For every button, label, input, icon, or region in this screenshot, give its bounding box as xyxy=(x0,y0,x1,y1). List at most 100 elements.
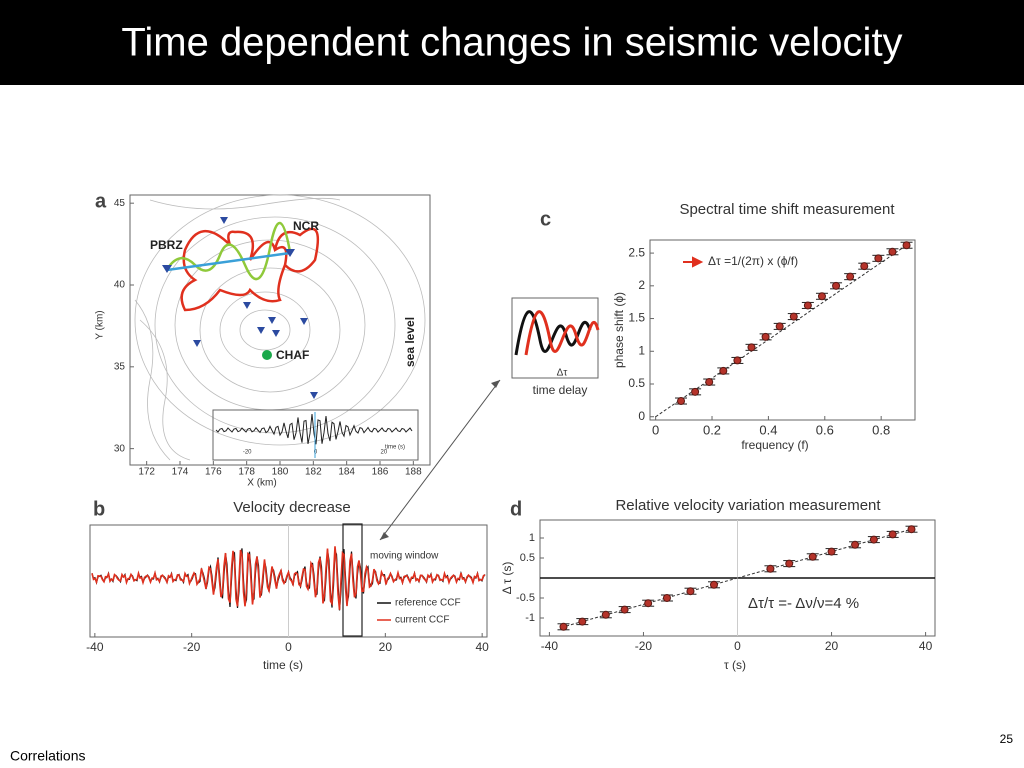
data-point xyxy=(601,610,610,619)
x-tick-label: 20 xyxy=(825,639,839,653)
data-point xyxy=(860,262,869,271)
panel-label: d xyxy=(510,498,522,520)
arrowhead xyxy=(380,532,389,540)
x-tick-label: 182 xyxy=(305,467,322,478)
footer-left: Correlations xyxy=(10,748,85,764)
legend-entry: Δτ =1/(2π) x (ϕ/f) xyxy=(708,254,798,268)
data-point xyxy=(785,559,794,568)
legend-entry: reference CCF xyxy=(395,598,461,609)
data-point xyxy=(775,322,784,331)
x-tick-label: 186 xyxy=(372,467,389,478)
x-axis-label: X (km) xyxy=(247,478,276,489)
y-tick-label: -0.5 xyxy=(516,592,535,604)
x-axis-label: frequency (f) xyxy=(741,438,808,452)
arrow xyxy=(379,379,501,541)
panel-label: c xyxy=(540,208,551,230)
data-point xyxy=(874,254,883,263)
data-point xyxy=(644,599,653,608)
panel-title: Spectral time shift measurement xyxy=(679,201,895,218)
fit-line xyxy=(737,528,912,579)
x-tick-label: 174 xyxy=(172,467,189,478)
x-tick-label: -40 xyxy=(541,639,559,653)
fit-line xyxy=(655,244,907,418)
data-point xyxy=(907,525,916,534)
plot-frame xyxy=(649,239,916,421)
y-tick-label: 0.5 xyxy=(520,552,535,564)
x-tick-label: 0.8 xyxy=(872,422,890,437)
y-tick-label: 35 xyxy=(114,361,126,372)
y-tick-label: 1 xyxy=(529,532,535,544)
panel-title: Relative velocity variation measurement xyxy=(615,497,881,514)
inset-caption: time delay xyxy=(533,383,588,397)
x-tick-label: -20 xyxy=(635,639,653,653)
region-outline xyxy=(180,227,320,312)
x-tick-label: 184 xyxy=(338,467,355,478)
data-point xyxy=(803,301,812,310)
station-label: NCR xyxy=(293,219,319,233)
contours xyxy=(134,194,426,461)
y-tick-label: 2.5 xyxy=(628,245,645,259)
current-wave xyxy=(524,310,600,356)
y-tick-label: 0.5 xyxy=(628,376,645,390)
x-tick-label: 0 xyxy=(734,639,741,653)
y-tick-label: 30 xyxy=(114,443,126,454)
inset-tick-label: 0 xyxy=(314,450,318,456)
arrowhead xyxy=(491,380,500,388)
panel-title: Velocity decrease xyxy=(233,499,351,516)
annotation: Δτ/τ =- Δν/ν=4 % xyxy=(748,595,859,612)
station-link xyxy=(166,251,291,272)
reference-wave xyxy=(514,310,592,356)
panel-label: b xyxy=(93,498,105,520)
x-tick-label: 0.2 xyxy=(703,422,721,437)
data-point xyxy=(719,366,728,375)
data-point xyxy=(559,622,568,631)
x-tick-label: 0.6 xyxy=(816,422,834,437)
data-point xyxy=(832,281,841,290)
inset-tick-label: -20 xyxy=(243,450,252,456)
y-tick-label: 40 xyxy=(114,280,126,291)
data-point xyxy=(709,580,718,589)
y-axis-label: Y (km) xyxy=(95,310,106,339)
x-axis-label: time (s) xyxy=(263,658,303,672)
x-tick-label: 0.4 xyxy=(759,422,777,437)
y-axis-label: phase shift (ϕ) xyxy=(612,292,626,368)
inset-frame xyxy=(511,297,599,379)
station-chaf xyxy=(262,350,272,360)
data-point xyxy=(888,247,897,256)
x-tick-label: 0 xyxy=(652,422,659,437)
inset-waveform xyxy=(215,414,413,445)
data-point xyxy=(851,540,860,549)
x-tick-label: -40 xyxy=(86,640,104,654)
page-number: 25 xyxy=(1000,732,1014,746)
panel-label: a xyxy=(95,190,107,212)
x-tick-label: 180 xyxy=(272,467,289,478)
y-tick-label: 1.5 xyxy=(628,311,645,325)
y-axis-label: Δ τ (s) xyxy=(500,562,514,595)
y-tick-label: 2 xyxy=(638,278,645,292)
legend-entry: current CCF xyxy=(395,615,449,626)
x-tick-label: 172 xyxy=(138,467,155,478)
data-point xyxy=(733,356,742,365)
station-label: CHAF xyxy=(276,348,309,362)
inset-frame xyxy=(212,409,419,461)
data-point xyxy=(620,605,629,614)
x-tick-label: 40 xyxy=(475,640,489,654)
data-point xyxy=(705,378,714,387)
data-point xyxy=(691,387,700,396)
y-tick-label: 0 xyxy=(638,409,645,423)
header-bar xyxy=(0,0,1024,85)
data-point xyxy=(766,564,775,573)
data-point xyxy=(817,292,826,301)
station-path xyxy=(166,221,292,281)
inset-tick-label: 20 xyxy=(380,450,387,456)
legend-swatch xyxy=(683,256,704,268)
data-point xyxy=(662,594,671,602)
y-tick-label: 1 xyxy=(638,343,645,357)
data-point xyxy=(677,397,686,406)
station-label: PBRZ xyxy=(150,238,183,252)
data-point xyxy=(761,332,770,341)
x-tick-label: -20 xyxy=(183,640,201,654)
data-point xyxy=(846,272,855,281)
data-point xyxy=(808,552,817,561)
